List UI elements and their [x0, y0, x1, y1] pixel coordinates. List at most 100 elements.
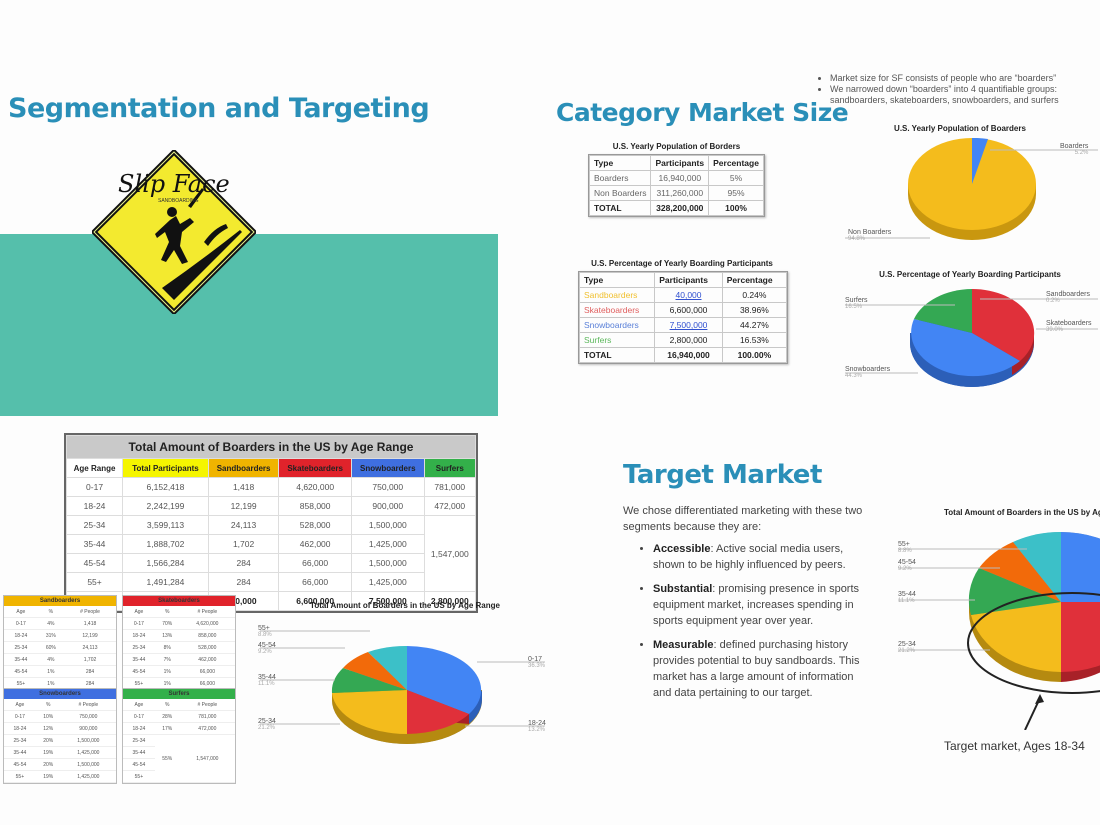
- age-pie-label-45-54: 45-54 9.2%: [258, 642, 276, 655]
- cell: Age: [4, 699, 36, 711]
- bullet-item: Accessible: Active social media users, s…: [653, 541, 873, 573]
- col-header: Participants: [650, 155, 710, 171]
- target-market-body: We chose differentiated marketing with t…: [623, 503, 873, 709]
- participants-table-block: U.S. Percentage of Yearly Boarding Parti…: [576, 259, 788, 364]
- cell: 472,000: [423, 496, 477, 516]
- cell: 55%: [154, 734, 180, 783]
- population-pie-title: U.S. Yearly Population of Boarders: [894, 124, 1026, 133]
- cell: 462,000: [278, 534, 352, 554]
- cell: 20%: [35, 734, 61, 747]
- cell: 44.27%: [721, 317, 788, 333]
- cell: 1%: [154, 665, 180, 678]
- target-pie-title: Total Amount of Boarders in the US by Ag…: [944, 508, 1100, 517]
- cell: 311,260,000: [650, 185, 710, 201]
- bullet-item: We narrowed down “boarders” into 4 quant…: [830, 84, 1100, 106]
- target-pie-label-45-54: 45-54 9.2%: [898, 559, 916, 572]
- cell: 1,418: [64, 617, 116, 630]
- cell: Age: [123, 699, 155, 711]
- cell: 25-34: [4, 641, 38, 654]
- cell-merged-surfers: 1,547,000: [423, 515, 477, 592]
- cell: 10%: [35, 710, 61, 723]
- age-pie-label-25-34: 25-34 21.2%: [258, 718, 276, 731]
- cell: 1,425,000: [60, 746, 116, 759]
- cell: 781,000: [179, 710, 235, 723]
- table-row: Skateboarders 6,600,000 38.96%: [578, 302, 788, 318]
- cell: 5%: [708, 170, 764, 186]
- cell: 35-44: [65, 534, 124, 554]
- target-circle-annotation: [967, 592, 1100, 694]
- cell: Skateboarders: [578, 302, 656, 318]
- population-table-caption: U.S. Yearly Population of Borders: [612, 142, 741, 151]
- population-table-block: U.S. Yearly Population of Borders Type P…: [588, 142, 765, 217]
- age-pie-label-35-44: 35-44 11.1%: [258, 674, 276, 687]
- cell: 1,425,000: [350, 572, 425, 592]
- cell: 18-24: [4, 629, 38, 642]
- cell: 35-44: [4, 653, 38, 666]
- cell: %: [35, 699, 61, 711]
- cell-link[interactable]: 40,000: [654, 287, 723, 303]
- table-row: 45-54 1,566,284 284 66,000 1,500,000: [65, 553, 476, 573]
- cell: 1,702: [64, 653, 116, 666]
- cell: 2,800,000: [654, 332, 723, 348]
- col-header: Type: [578, 272, 656, 288]
- participants-pie-label-skateboarders: Skateboarders 39.0%: [1046, 320, 1092, 333]
- cell: %: [154, 699, 180, 711]
- slide-title-segmentation: Segmentation and Targeting: [8, 93, 430, 124]
- cell: 462,000: [179, 653, 235, 666]
- bullet-item: Substantial: promising presence in sport…: [653, 581, 873, 629]
- target-pie-label-55plus: 55+ 8.8%: [898, 541, 912, 554]
- market-size-bullets: Market size for SF consists of people wh…: [816, 73, 1100, 106]
- cell: 45-54: [123, 665, 155, 678]
- cell: 0.24%: [721, 287, 788, 303]
- mini-table-surfers: Surfers Age% # People 0-17 28% 781,000 18-2…: [122, 688, 236, 784]
- cell: 1%: [37, 665, 65, 678]
- cell: Surfers: [578, 332, 656, 348]
- col-header-skateboarders: Skateboarders: [278, 458, 352, 478]
- cell: 45-54: [4, 665, 38, 678]
- cell: 2,800,000: [423, 591, 477, 611]
- cell: 4%: [37, 617, 65, 630]
- table-row: Sandboarders 40,000 0.24%: [578, 287, 788, 303]
- participants-pie-chart: [845, 288, 1098, 387]
- col-header-snowboarders: Snowboarders: [350, 458, 425, 478]
- cell: 7%: [154, 653, 180, 666]
- col-header: Percentage: [721, 272, 788, 288]
- mini-table-skateboarders: Skateboarders Age% # People 0-17 70% 4,620,…: [122, 595, 236, 691]
- cell: 55+: [65, 572, 124, 592]
- cell: 66,000: [278, 572, 352, 592]
- cell: 20%: [35, 758, 61, 771]
- cell: 25-34: [65, 515, 124, 535]
- table-row: 18-24 2,242,199 12,199 858,000 900,000 4…: [65, 496, 477, 516]
- age-pie-label-0-17: 0-17 36.3%: [528, 656, 546, 669]
- col-header: Type: [588, 155, 652, 171]
- cell: 6,152,418: [122, 477, 209, 497]
- cell: 16,940,000: [654, 347, 723, 363]
- cell: 45-54: [4, 758, 36, 771]
- table-row: Surfers 2,800,000 16.53%: [578, 332, 788, 348]
- col-header: Percentage: [708, 155, 764, 171]
- mini-table-snowboarders: Snowboarders Age% # People 0-17 10% 750,000…: [3, 688, 117, 784]
- age-range-table: Total Amount of Boarders in the US by Ag…: [64, 433, 478, 613]
- mini-table-title: Surfers: [123, 689, 235, 699]
- cell: # People: [64, 606, 116, 618]
- col-header: Participants: [654, 272, 723, 288]
- slip-face-logo: Slip Face SANDBOARDING: [90, 148, 258, 316]
- cell: 328,200,000: [650, 200, 710, 216]
- cell: 3,599,113: [122, 515, 209, 535]
- cell: 31%: [37, 629, 65, 642]
- cell: 0-17: [123, 710, 155, 723]
- cell: 55+: [4, 770, 36, 783]
- cell: 284: [207, 572, 280, 592]
- cell: 100%: [708, 200, 764, 216]
- target-market-pie-chart: [898, 531, 1100, 730]
- participants-table: Type Participants Percentage Sandboarder…: [578, 272, 788, 363]
- cell-link[interactable]: 7,500,000: [654, 317, 723, 333]
- cell: Boarders: [588, 170, 652, 186]
- slide-title-category-market-size: Category Market Size: [556, 98, 849, 127]
- cell: %: [154, 606, 180, 618]
- cell: 66,000: [278, 553, 352, 573]
- cell: Age: [4, 606, 38, 618]
- cell: 12,199: [64, 629, 116, 642]
- cell: 55+: [123, 770, 155, 783]
- cell: 25-34: [4, 734, 36, 747]
